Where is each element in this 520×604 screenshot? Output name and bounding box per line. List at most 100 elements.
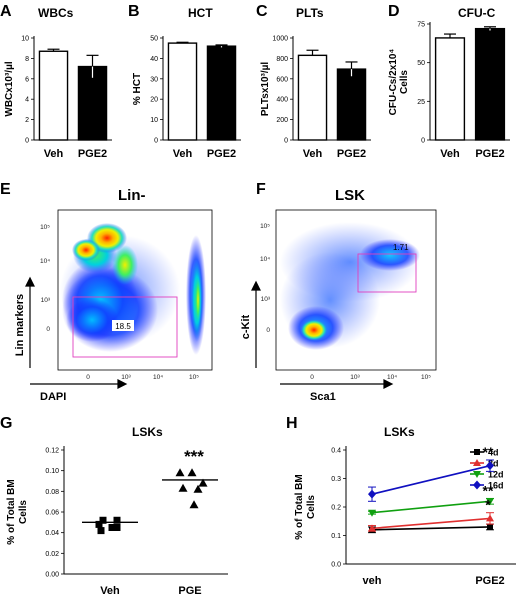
legend-entry-4d: 4d (470, 448, 499, 458)
y-tick-label: 2 (25, 117, 29, 124)
data-point (95, 520, 103, 528)
y-tick-label: 75 (417, 22, 425, 29)
legend-label: 12d (488, 470, 504, 480)
data-point (193, 484, 203, 493)
y-tick-label: 0.02 (45, 551, 59, 558)
y-tick-label: 400 (276, 97, 288, 104)
svg-text:10³: 10³ (121, 374, 131, 381)
data-point (473, 480, 481, 490)
panel-a-bar-chart: A WBCs 0 2 4 6 8 10 WBCx10³/µl Veh PGE2 (0, 3, 112, 160)
data-point (473, 471, 481, 478)
y-tick-label: 800 (276, 56, 288, 63)
bar-veh (167, 42, 198, 141)
x-axis-label: DAPI (40, 391, 66, 403)
significance-stars: *** (184, 447, 204, 466)
y-tick-label: 0.08 (45, 489, 59, 496)
data-point (368, 524, 376, 532)
svg-text:10⁵: 10⁵ (421, 374, 431, 381)
y-tick-label: 1000 (272, 36, 288, 43)
legend-entry-8d: 8d (470, 459, 499, 469)
svg-text:10⁴: 10⁴ (260, 256, 270, 263)
density-cloud (60, 223, 206, 355)
y-tick-label: 10 (150, 117, 158, 124)
y-tick-label: 200 (276, 117, 288, 124)
svg-text:0: 0 (86, 374, 90, 381)
x-category-label: PGE2 (475, 148, 504, 160)
gate-value: 1.71 (393, 243, 409, 252)
axis-arrows (25, 276, 128, 389)
error-bar (47, 48, 60, 52)
axis-arrows (251, 280, 394, 389)
series-16d (368, 459, 494, 502)
bar-veh (297, 54, 328, 141)
panel-f-flow-plot: F LSK 1.71 0 10³ 10⁴ 10⁵ 0 10³ 10⁴ 10⁵ (240, 181, 437, 403)
y-tick-label: 50 (150, 36, 158, 43)
gate-value: 18.5 (115, 322, 131, 331)
y-tick-label: 0.00 (45, 572, 59, 579)
series-12d (368, 497, 494, 517)
svg-text:10⁴: 10⁴ (387, 374, 397, 381)
series-line (371, 517, 491, 530)
legend-label: 4d (488, 448, 499, 458)
data-point (486, 461, 494, 471)
y-axis-label: Cells (399, 70, 410, 94)
y-tick-label: 6 (25, 76, 29, 83)
y-tick-label: 20 (150, 97, 158, 104)
y-tick-label: 25 (417, 99, 425, 106)
x-axis-label: Sca1 (310, 391, 336, 403)
x-axis-ticks: 0 10³ 10⁴ 10⁵ (310, 374, 431, 381)
panel-h-line: H LSKs 0.0 0.1 0.2 0.3 0.4 % of Total BM Cells ve… (286, 415, 516, 587)
y-axis-label: % of Total BM (294, 474, 305, 539)
svg-text:10⁴: 10⁴ (40, 258, 50, 265)
bar-pge2 (474, 27, 506, 141)
y-axis-label: PLTsx10³/µl (260, 62, 271, 117)
series-line (371, 526, 491, 531)
x-category-label: PGE2 (207, 148, 236, 160)
y-tick-label: 0 (25, 138, 29, 145)
y-tick-label: 0.2 (331, 505, 341, 512)
svg-text:10³: 10³ (350, 374, 360, 381)
density-cloud (280, 222, 420, 350)
x-category-label: Veh (303, 148, 323, 160)
significance-stars: ** (483, 444, 494, 460)
y-tick-label: 0.06 (45, 510, 59, 517)
error-bar (345, 61, 358, 77)
error-bar (86, 54, 99, 78)
data-point (473, 459, 481, 466)
series-line (371, 464, 491, 495)
gate-box (72, 296, 178, 358)
y-tick-label: 0.4 (331, 448, 341, 455)
y-axis-ticks: 0 10³ 10⁴ 10⁵ (260, 223, 271, 334)
bar-pge2 (206, 45, 237, 141)
error-bar (306, 49, 319, 56)
data-point (368, 489, 376, 499)
svg-text:10⁵: 10⁵ (40, 224, 50, 231)
panel-title: LSKs (384, 425, 415, 439)
bar-veh (434, 37, 466, 141)
y-tick-label: 0.3 (331, 476, 341, 483)
significance-stars: ** (483, 482, 494, 498)
data-point (368, 509, 376, 517)
svg-text:10³: 10³ (261, 296, 271, 303)
panel-title: HCT (188, 6, 213, 20)
panel-letter: A (0, 3, 12, 20)
y-tick-label: 0.04 (45, 530, 59, 537)
data-point (486, 514, 494, 522)
data-point (99, 516, 107, 524)
panel-e-flow-plot: E Lin- 18.5 0 10³ 10⁴ 10⁵ 0 10³ 1 (0, 181, 213, 403)
y-tick-label: 0.0 (331, 562, 341, 569)
bar-pge2 (336, 68, 367, 141)
y-tick-label: 0 (421, 138, 425, 145)
legend-entry-16d: 16d (470, 480, 504, 491)
error-bar (176, 41, 189, 44)
y-axis-ticks: 0 10³ 10⁴ 10⁵ (40, 224, 51, 333)
error-bar (444, 33, 456, 38)
y-tick-label: 50 (417, 60, 425, 67)
error-bar (484, 26, 496, 31)
y-axis-label: Cells (18, 500, 29, 524)
panel-title: LSK (335, 187, 365, 204)
svg-text:0: 0 (46, 326, 50, 333)
series-line (371, 500, 491, 514)
data-point (113, 524, 121, 531)
